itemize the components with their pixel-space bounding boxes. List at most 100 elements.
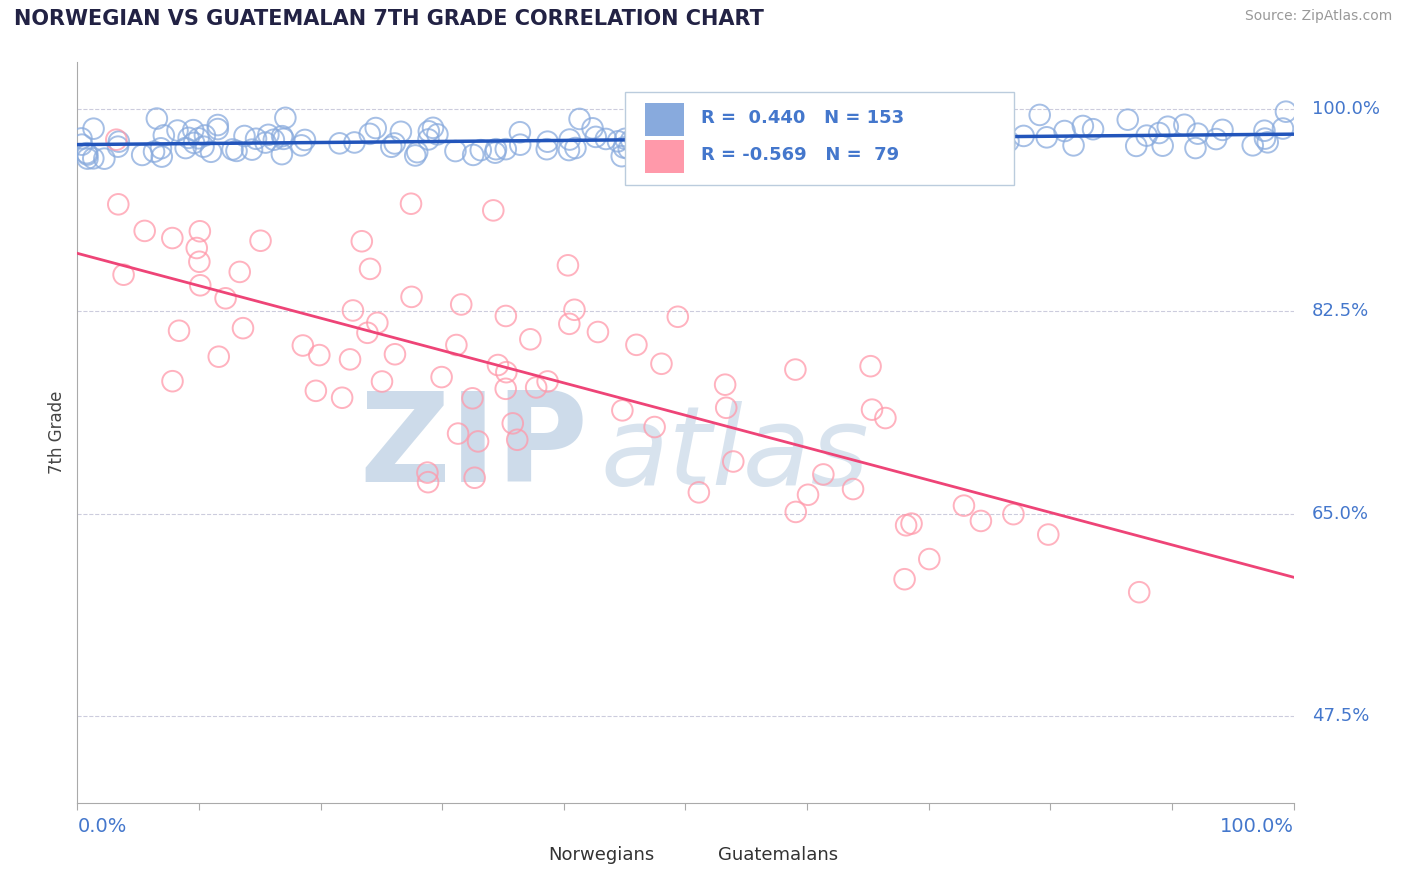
Point: [112, 268, 135, 282]
Point: [860, 402, 883, 417]
Point: [329, 136, 352, 151]
Point: [194, 128, 217, 143]
Point: [188, 278, 211, 293]
Point: [401, 290, 423, 304]
Point: [107, 197, 129, 211]
Point: [166, 123, 188, 137]
Point: [1187, 127, 1209, 141]
Point: [181, 123, 204, 137]
Point: [1038, 527, 1060, 541]
Point: [714, 377, 737, 392]
Point: [678, 155, 700, 169]
Point: [506, 433, 529, 447]
Point: [953, 499, 976, 513]
Point: [495, 365, 517, 379]
Point: [536, 142, 558, 156]
Point: [146, 112, 169, 126]
Point: [389, 125, 412, 139]
Point: [233, 128, 256, 143]
Point: [330, 391, 353, 405]
Point: [759, 133, 782, 147]
Point: [557, 258, 579, 272]
Point: [841, 141, 863, 155]
Point: [875, 411, 897, 425]
Point: [626, 338, 648, 352]
Point: [536, 135, 558, 149]
Point: [979, 136, 1001, 151]
Point: [339, 352, 361, 367]
Text: NORWEGIAN VS GUATEMALAN 7TH GRADE CORRELATION CHART: NORWEGIAN VS GUATEMALAN 7TH GRADE CORREL…: [14, 9, 763, 29]
Point: [910, 128, 932, 143]
Point: [509, 125, 531, 139]
Point: [257, 128, 280, 142]
Point: [564, 302, 586, 317]
Point: [229, 265, 252, 279]
Point: [149, 141, 172, 155]
Point: [1035, 130, 1057, 145]
Text: 100.0%: 100.0%: [1219, 817, 1294, 836]
Bar: [515, 845, 541, 866]
Point: [495, 382, 517, 396]
Point: [76, 152, 98, 166]
Point: [350, 234, 373, 248]
Point: [723, 454, 745, 468]
Point: [343, 136, 366, 150]
Point: [650, 357, 672, 371]
Point: [536, 375, 558, 389]
Point: [969, 138, 991, 153]
Point: [495, 309, 517, 323]
Point: [785, 362, 807, 376]
Point: [273, 132, 295, 146]
Point: [820, 139, 842, 153]
Point: [873, 145, 896, 159]
Point: [1211, 123, 1233, 137]
Point: [865, 148, 887, 162]
Point: [624, 131, 647, 145]
Point: [294, 133, 316, 147]
Point: [384, 347, 406, 361]
Point: [751, 136, 773, 150]
Point: [482, 203, 505, 218]
Point: [830, 132, 852, 146]
Point: [76, 147, 98, 161]
Point: [907, 129, 929, 144]
Point: [70, 137, 93, 152]
Point: [868, 119, 890, 133]
Point: [356, 326, 378, 340]
Point: [585, 129, 607, 144]
Point: [716, 401, 738, 415]
Point: [406, 145, 429, 160]
Point: [1184, 141, 1206, 155]
Point: [842, 482, 865, 496]
Point: [486, 358, 509, 372]
Point: [1125, 139, 1147, 153]
Point: [702, 130, 724, 145]
Point: [187, 131, 209, 145]
Point: [291, 338, 314, 352]
Point: [208, 350, 231, 364]
Point: [1012, 128, 1035, 143]
Point: [735, 127, 758, 141]
Point: [207, 122, 229, 136]
Point: [997, 134, 1019, 148]
Point: [558, 132, 581, 146]
Point: [821, 128, 844, 143]
Text: 65.0%: 65.0%: [1312, 505, 1369, 523]
Point: [1253, 124, 1275, 138]
Point: [162, 231, 184, 245]
Text: 100.0%: 100.0%: [1312, 100, 1379, 118]
Point: [290, 138, 312, 153]
Point: [519, 332, 541, 346]
Point: [1136, 128, 1159, 143]
Text: Norwegians: Norwegians: [548, 846, 654, 863]
Point: [134, 224, 156, 238]
Text: 82.5%: 82.5%: [1312, 302, 1369, 320]
Point: [558, 317, 581, 331]
Point: [929, 123, 952, 137]
Point: [813, 467, 835, 482]
Point: [83, 121, 105, 136]
Point: [666, 310, 689, 324]
Point: [485, 142, 508, 156]
Point: [815, 133, 838, 147]
Point: [925, 129, 948, 144]
